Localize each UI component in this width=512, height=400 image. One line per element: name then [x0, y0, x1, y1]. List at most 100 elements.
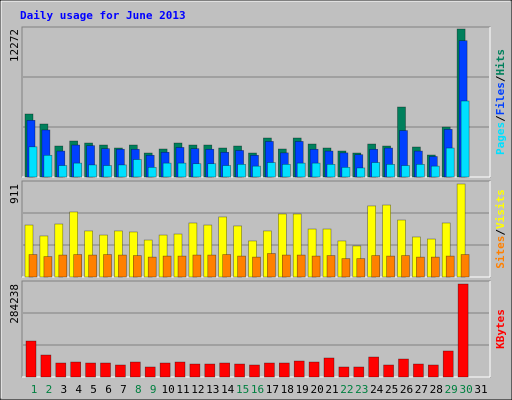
bar — [222, 254, 231, 278]
bar — [162, 255, 172, 278]
bar — [103, 254, 112, 278]
bar — [159, 362, 171, 378]
bar — [28, 254, 38, 278]
bar — [281, 254, 291, 278]
bar — [133, 159, 142, 178]
legend-entry: Sites — [494, 236, 507, 269]
bar — [115, 364, 126, 378]
x-tick-label: 9 — [150, 383, 157, 396]
bar — [341, 258, 351, 278]
bar — [398, 358, 409, 378]
x-tick-label: 30 — [459, 383, 472, 396]
x-tick-label: 11 — [176, 383, 189, 396]
bar — [311, 255, 321, 278]
bar — [281, 164, 291, 178]
x-tick-label: 18 — [281, 383, 294, 396]
x-tick-label: 3 — [60, 383, 67, 396]
bar — [326, 255, 336, 278]
x-tick-label: 26 — [400, 383, 413, 396]
legend: KBytes — [494, 309, 507, 349]
bar — [177, 162, 187, 178]
bar — [192, 163, 202, 178]
bar — [264, 362, 275, 378]
bar — [445, 255, 455, 278]
bar — [311, 162, 321, 178]
x-tick-label: 12 — [191, 383, 204, 396]
bar — [118, 254, 127, 278]
legend-entry: Files — [494, 82, 507, 115]
legend-separator: / — [494, 75, 507, 82]
bar — [28, 146, 38, 178]
x-tick-label: 21 — [325, 383, 338, 396]
x-tick-label: 16 — [251, 383, 264, 396]
x-tick-label: 1 — [31, 383, 38, 396]
bar — [401, 165, 410, 178]
bar — [371, 162, 381, 178]
bar — [356, 258, 366, 278]
bar — [326, 164, 336, 178]
bar — [293, 360, 305, 378]
bar — [55, 362, 67, 378]
bar — [430, 165, 440, 178]
bar — [457, 283, 469, 378]
legend-entry: Visits — [494, 189, 507, 229]
bar — [85, 362, 96, 378]
x-tick-label: 8 — [135, 383, 142, 396]
bar — [460, 254, 470, 278]
x-tick-label: 20 — [310, 383, 323, 396]
x-tick-label: 2 — [46, 383, 53, 396]
bar — [103, 165, 112, 178]
bar — [252, 256, 261, 278]
legend-entry: Pages — [494, 122, 507, 155]
x-tick-label: 6 — [105, 383, 112, 396]
x-tick-label: 7 — [120, 383, 127, 396]
x-tick-label: 28 — [430, 383, 443, 396]
bar — [296, 162, 306, 178]
bar — [207, 163, 217, 178]
x-tick-label: 14 — [221, 383, 235, 396]
x-tick-label: 5 — [90, 383, 97, 396]
bar — [147, 167, 157, 178]
bar — [219, 362, 230, 378]
x-tick-label: 31 — [474, 383, 487, 396]
bar — [204, 363, 216, 378]
y-tick-label: 911 — [8, 184, 21, 204]
bar — [371, 255, 381, 278]
bar — [58, 165, 68, 178]
x-tick-label: 22 — [340, 383, 353, 396]
bar — [430, 256, 440, 278]
x-tick-label: 4 — [75, 383, 82, 396]
bar — [73, 162, 82, 178]
bar — [133, 255, 142, 278]
bar — [130, 361, 141, 378]
bar — [323, 357, 335, 378]
bar — [40, 354, 52, 378]
x-tick-label: 23 — [355, 383, 368, 396]
legend-entry: Hits — [494, 49, 507, 76]
bar — [278, 362, 290, 378]
bar — [174, 361, 186, 378]
bar — [234, 363, 245, 378]
x-tick-label: 24 — [370, 383, 384, 396]
x-tick-label: 19 — [296, 383, 309, 396]
bar — [100, 362, 111, 378]
bar — [416, 164, 425, 178]
bar — [338, 366, 350, 378]
bar — [368, 356, 380, 378]
bar — [308, 361, 320, 378]
bar — [341, 167, 351, 178]
bar — [401, 255, 410, 278]
bar — [353, 366, 365, 378]
x-tick-label: 10 — [161, 383, 174, 396]
bar — [427, 364, 439, 378]
y-tick-label: 12272 — [8, 29, 21, 62]
bar — [237, 164, 246, 178]
bar — [88, 164, 97, 178]
y-tick-label: 284238 — [8, 284, 21, 324]
bar — [267, 162, 276, 178]
bar — [147, 256, 157, 278]
bar — [73, 254, 82, 278]
bar — [58, 254, 68, 278]
bar — [177, 255, 187, 278]
